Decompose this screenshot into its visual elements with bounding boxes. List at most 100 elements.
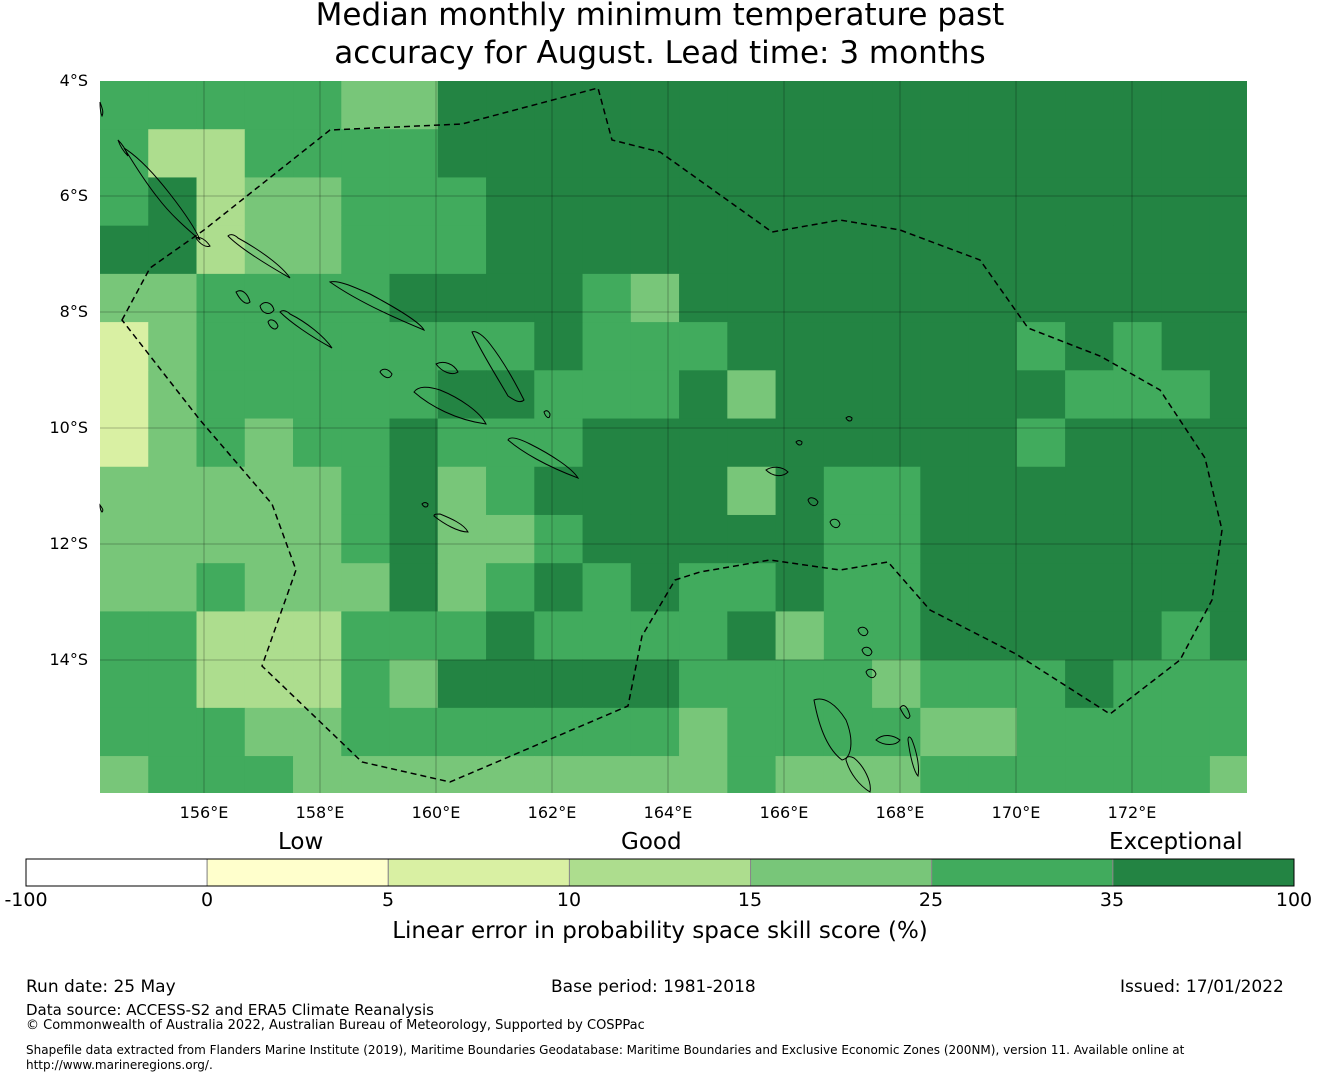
grid-cell	[389, 563, 439, 612]
grid-cell	[727, 707, 777, 757]
grid-cell	[582, 756, 632, 793]
colorbar-segment	[931, 858, 1114, 887]
grid-cell	[920, 659, 970, 709]
grid-cell	[775, 177, 825, 227]
grid-cell	[148, 273, 198, 323]
grid-cell	[727, 563, 777, 612]
base-period: Base period: 1981-2018	[551, 977, 756, 997]
map-canvas	[99, 81, 1247, 793]
grid-cell	[679, 177, 728, 227]
lat-label-10s: 10°S	[49, 418, 88, 437]
grid-cell	[630, 707, 680, 757]
grid-cell	[534, 756, 584, 793]
grid-cell	[148, 659, 198, 709]
grid-cell	[196, 370, 246, 420]
grid-cell	[196, 466, 246, 516]
grid-cell	[968, 273, 1018, 323]
grid-cell	[1016, 611, 1066, 661]
grid-cell	[389, 707, 439, 757]
grid-cell	[341, 177, 391, 227]
grid-cell	[630, 514, 680, 564]
grid-cell	[437, 466, 487, 516]
grid-cell	[486, 466, 535, 516]
lon-label-162e: 162°E	[527, 803, 577, 822]
grid-cell	[1065, 418, 1114, 468]
grid-cell	[437, 177, 487, 227]
island-ulawa	[543, 410, 551, 419]
grid-cell	[1065, 466, 1114, 516]
lon-label-156e: 156°E	[179, 803, 229, 822]
grid-cell	[920, 225, 970, 275]
grid-cell	[244, 659, 294, 709]
colorbar-tick: 5	[381, 889, 395, 911]
grid-cell	[1161, 322, 1211, 371]
grid-cell	[968, 514, 1018, 564]
island-malaita	[471, 331, 525, 403]
grid-cell	[968, 177, 1018, 227]
grid-cell	[1209, 707, 1247, 757]
grid-cell	[727, 273, 777, 323]
grid-cell	[1065, 81, 1114, 130]
grid-cell	[727, 466, 777, 516]
grid-cell	[582, 611, 632, 661]
grid-cell	[341, 273, 391, 323]
grid-cell	[823, 659, 873, 709]
grid-cell	[534, 514, 584, 564]
grid-cell	[534, 418, 584, 468]
grid-cell	[196, 659, 246, 709]
grid-cell	[1016, 177, 1066, 227]
grid-cell	[244, 707, 294, 757]
grid-cell	[196, 418, 246, 468]
grid-cell	[679, 707, 728, 757]
grid-cell	[244, 273, 294, 323]
grid-cell	[148, 466, 198, 516]
grid-cell	[244, 129, 294, 178]
grid-cell	[582, 177, 632, 227]
grid-cell	[293, 659, 342, 709]
grid-cell	[630, 322, 680, 371]
grid-cell	[1113, 273, 1163, 323]
grid-cell	[679, 322, 728, 371]
grid-cell	[727, 129, 777, 178]
grid-cell	[293, 418, 342, 468]
grid-cell	[148, 418, 198, 468]
grid-cell	[196, 225, 246, 275]
colorbar-tick: -100	[4, 889, 48, 911]
grid-cell	[872, 756, 921, 793]
eez-solomon-islands-boundary	[121, 87, 1223, 783]
colorbar-tick: 0	[200, 889, 214, 911]
grid-cell	[872, 514, 921, 564]
grid-cell	[582, 466, 632, 516]
grid-cell	[1113, 225, 1163, 275]
island-choiseul	[227, 234, 291, 279]
grid-cell	[823, 322, 873, 371]
grid-cell	[534, 273, 584, 323]
grid-cell	[486, 273, 535, 323]
grid-cell	[486, 756, 535, 793]
colorbar-segment	[1112, 858, 1295, 887]
grid-cell	[872, 225, 921, 275]
grid-cell	[1016, 563, 1066, 612]
grid-cell	[1065, 322, 1114, 371]
grid-cell	[100, 177, 149, 227]
grid-cell	[679, 611, 728, 661]
grid-cell	[823, 81, 873, 130]
grid-cell	[775, 611, 825, 661]
grid-cell	[1113, 177, 1163, 227]
grid-cell	[1016, 225, 1066, 275]
grid-cell	[920, 177, 970, 227]
island-santa-isabel	[328, 281, 426, 331]
island-west-edge	[99, 101, 104, 118]
colorbar-tick: 15	[737, 889, 763, 911]
grid-cell	[293, 225, 342, 275]
colorbar-tick: 10	[556, 889, 582, 911]
grid-cell	[823, 756, 873, 793]
island-rennell-east	[865, 668, 877, 679]
grid-cell	[196, 707, 246, 757]
grid-cell	[437, 707, 487, 757]
grid-cell	[100, 707, 149, 757]
lat-label-6s: 6°S	[59, 186, 88, 205]
island-ndeni	[765, 466, 789, 477]
grid-cell	[582, 225, 632, 275]
grid-cell	[1161, 514, 1211, 564]
